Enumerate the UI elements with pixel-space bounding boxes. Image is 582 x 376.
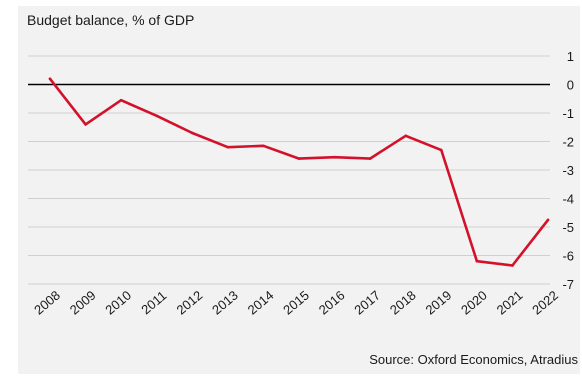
y-tick-label: -4 <box>562 192 574 207</box>
x-tick-label: 2012 <box>173 288 205 318</box>
x-tick-label: 2016 <box>316 288 348 318</box>
x-tick-label: 2013 <box>209 288 241 318</box>
y-tick-label: -5 <box>562 220 574 235</box>
data-point <box>119 98 123 102</box>
data-point <box>155 114 159 118</box>
data-point <box>439 148 443 152</box>
data-point <box>546 218 550 222</box>
series-line <box>48 77 550 267</box>
data-point <box>48 77 52 81</box>
x-tick-label: 2009 <box>67 288 99 318</box>
data-point <box>511 264 514 267</box>
y-tick-label: -2 <box>562 135 574 150</box>
y-tick-label: -6 <box>562 249 574 264</box>
data-point <box>404 134 408 138</box>
x-tick-label: 2017 <box>351 288 383 318</box>
data-point <box>226 145 230 149</box>
line-chart: 1 0 -1 -2 -3 -4 -5 -6 -7 2008 2009 2010 2011 2012 2013… <box>28 49 574 318</box>
y-tick-label: -7 <box>562 277 574 292</box>
x-tick-label: 2018 <box>387 288 419 318</box>
chart-panel: Budget balance, % of GDP 1 0 -1 -2 -3 -4 -5 -6 -… <box>18 6 580 374</box>
x-tick-label: 2011 <box>138 288 169 317</box>
chart-title: Budget balance, % of GDP <box>27 12 195 28</box>
source-note: Source: Oxford Economics, Atradius <box>369 352 578 367</box>
data-point <box>297 157 301 160</box>
x-tick-label: 2008 <box>31 288 63 318</box>
x-tick-label: 2021 <box>494 288 526 318</box>
x-tick-label: 2020 <box>458 288 490 318</box>
data-point <box>333 155 336 159</box>
x-tick-label: 2019 <box>422 288 454 318</box>
data-point <box>475 259 479 263</box>
y-tick-label: 0 <box>567 78 574 93</box>
y-tick-label: 1 <box>567 49 574 64</box>
x-tick-label: 2014 <box>245 288 277 318</box>
y-tick-label: -3 <box>562 163 574 178</box>
data-point <box>190 131 194 135</box>
data-point <box>368 157 372 160</box>
x-tick-label: 2015 <box>280 288 312 318</box>
x-tick-label: 2022 <box>529 288 561 318</box>
data-point <box>84 123 87 126</box>
y-tick-label: -1 <box>562 106 574 121</box>
x-tick-label: 2010 <box>102 288 134 318</box>
data-point <box>262 144 265 148</box>
